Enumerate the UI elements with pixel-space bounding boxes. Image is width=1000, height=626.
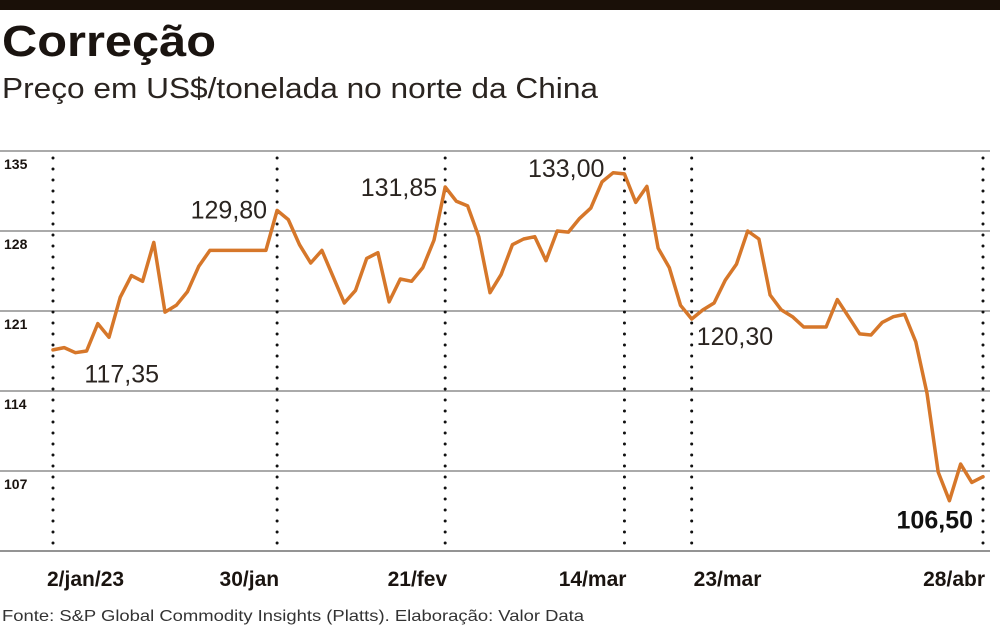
y-tick-label: 114	[4, 396, 27, 412]
y-tick-label: 128	[4, 236, 28, 252]
date-marker-lines	[51, 156, 985, 550]
y-tick-label: 121	[4, 316, 28, 332]
chart-subtitle: Preço em US$/tonelada no norte da China	[2, 73, 599, 105]
data-label: 117,35	[84, 361, 159, 389]
source-note: Fonte: S&P Global Commodity Insights (Pl…	[2, 608, 584, 625]
data-label: 129,80	[191, 196, 267, 224]
top-bar	[0, 0, 1000, 10]
data-label: 131,85	[361, 174, 437, 202]
data-label: 120,30	[697, 323, 773, 351]
x-tick-label: 28/abr	[923, 568, 985, 591]
series-line-price	[51, 170, 985, 503]
x-tick-label: 30/jan	[220, 568, 280, 591]
x-tick-label: 21/fev	[388, 568, 448, 591]
y-tick-label: 107	[4, 476, 28, 492]
data-annotations: 117,35 129,80 131,85 133,00 120,30 106,50	[84, 155, 973, 535]
x-tick-label: 14/mar	[559, 568, 627, 591]
x-axis-ticks: 2/jan/23 30/jan 21/fev 14/mar 23/mar 28/abr	[47, 568, 985, 591]
data-label: 133,00	[528, 155, 604, 183]
x-tick-label: 23/mar	[694, 568, 762, 591]
data-label: 106,50	[897, 507, 973, 535]
x-tick-label: 2/jan/23	[47, 568, 124, 591]
gridlines	[0, 150, 990, 472]
chart-title: Correção	[2, 17, 216, 66]
y-axis-ticks: 135 128 121 114 107	[4, 156, 28, 492]
y-tick-label: 135	[4, 156, 28, 172]
